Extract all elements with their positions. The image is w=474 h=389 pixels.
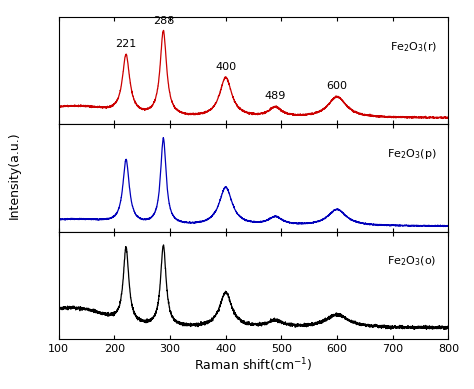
Text: 600: 600 [327,81,347,91]
Text: Fe$_2$O$_3$(p): Fe$_2$O$_3$(p) [387,147,437,161]
Text: Fe$_2$O$_3$(r): Fe$_2$O$_3$(r) [390,40,437,54]
Text: 489: 489 [264,91,286,101]
Text: Fe$_2$O$_3$(o): Fe$_2$O$_3$(o) [387,255,437,268]
Text: 288: 288 [153,16,174,26]
Text: 221: 221 [116,39,137,49]
Text: 400: 400 [215,62,236,72]
X-axis label: Raman shift(cm$^{-1}$): Raman shift(cm$^{-1}$) [194,356,313,374]
Text: Intensity(a.u.): Intensity(a.u.) [8,131,21,219]
